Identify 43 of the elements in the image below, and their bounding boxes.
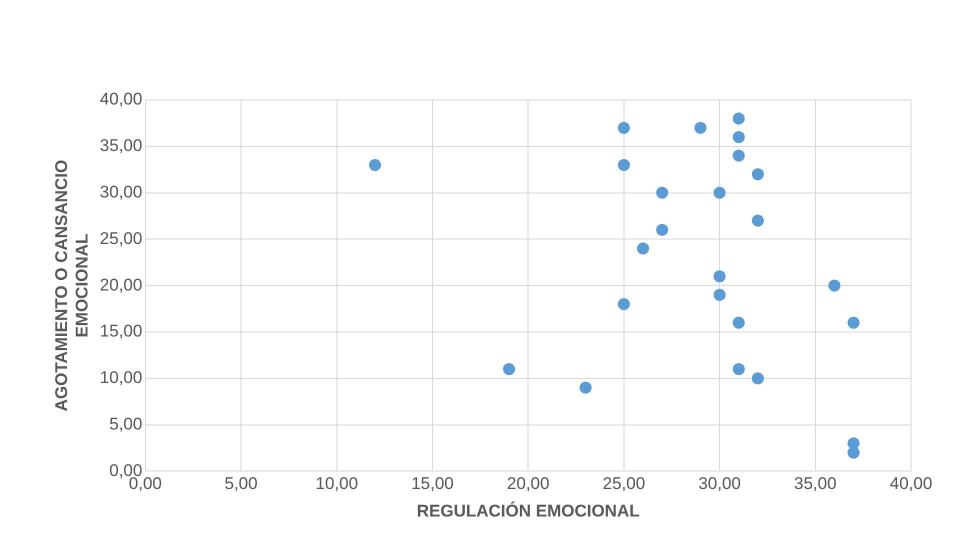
point — [714, 270, 726, 282]
x-tick-label: 30,00 — [698, 474, 741, 494]
point — [732, 112, 745, 125]
point — [656, 224, 668, 236]
point — [369, 158, 382, 171]
x-tick-label: 10,00 — [315, 474, 358, 494]
y-tick-label: 5,00 — [109, 414, 142, 434]
point — [714, 288, 726, 301]
point — [694, 122, 706, 134]
y-tick-label: 15,00 — [100, 322, 142, 341]
x-tick-label: 40,00 — [890, 474, 932, 494]
y-tick-label: 25,00 — [100, 228, 142, 248]
point — [503, 363, 516, 376]
point — [580, 382, 592, 394]
point — [732, 316, 745, 329]
point — [752, 214, 764, 227]
point — [618, 122, 630, 134]
x-tick-label: 20,00 — [506, 474, 550, 494]
point — [714, 186, 726, 199]
y-axis-title: AGOTAMIENTO O CANSANCIO EMOCIONAL — [52, 160, 92, 412]
x-tick-label: 25,00 — [602, 474, 646, 494]
y-tick-label: 30,00 — [100, 182, 142, 202]
point — [848, 316, 860, 329]
point — [656, 186, 668, 199]
point — [618, 298, 630, 310]
point — [732, 131, 745, 144]
point — [732, 150, 745, 162]
y-tick-label: 20,00 — [100, 275, 142, 294]
x-tick-label: 5,00 — [224, 474, 258, 494]
x-tick-label: 15,00 — [411, 474, 454, 494]
point — [637, 242, 650, 254]
point — [828, 280, 840, 292]
y-tick-label: 10,00 — [100, 368, 142, 388]
point — [618, 158, 630, 171]
y-tick-label: 40,00 — [100, 90, 142, 109]
point — [848, 446, 860, 459]
y-tick-label: 0,00 — [109, 460, 142, 480]
point — [732, 363, 745, 376]
x-tick-label: 35,00 — [794, 474, 837, 494]
point — [752, 168, 764, 180]
point — [752, 372, 764, 384]
y-tick-label: 35,00 — [100, 136, 142, 156]
x-axis-title: REGULACIÓN EMOCIONAL — [416, 500, 640, 520]
